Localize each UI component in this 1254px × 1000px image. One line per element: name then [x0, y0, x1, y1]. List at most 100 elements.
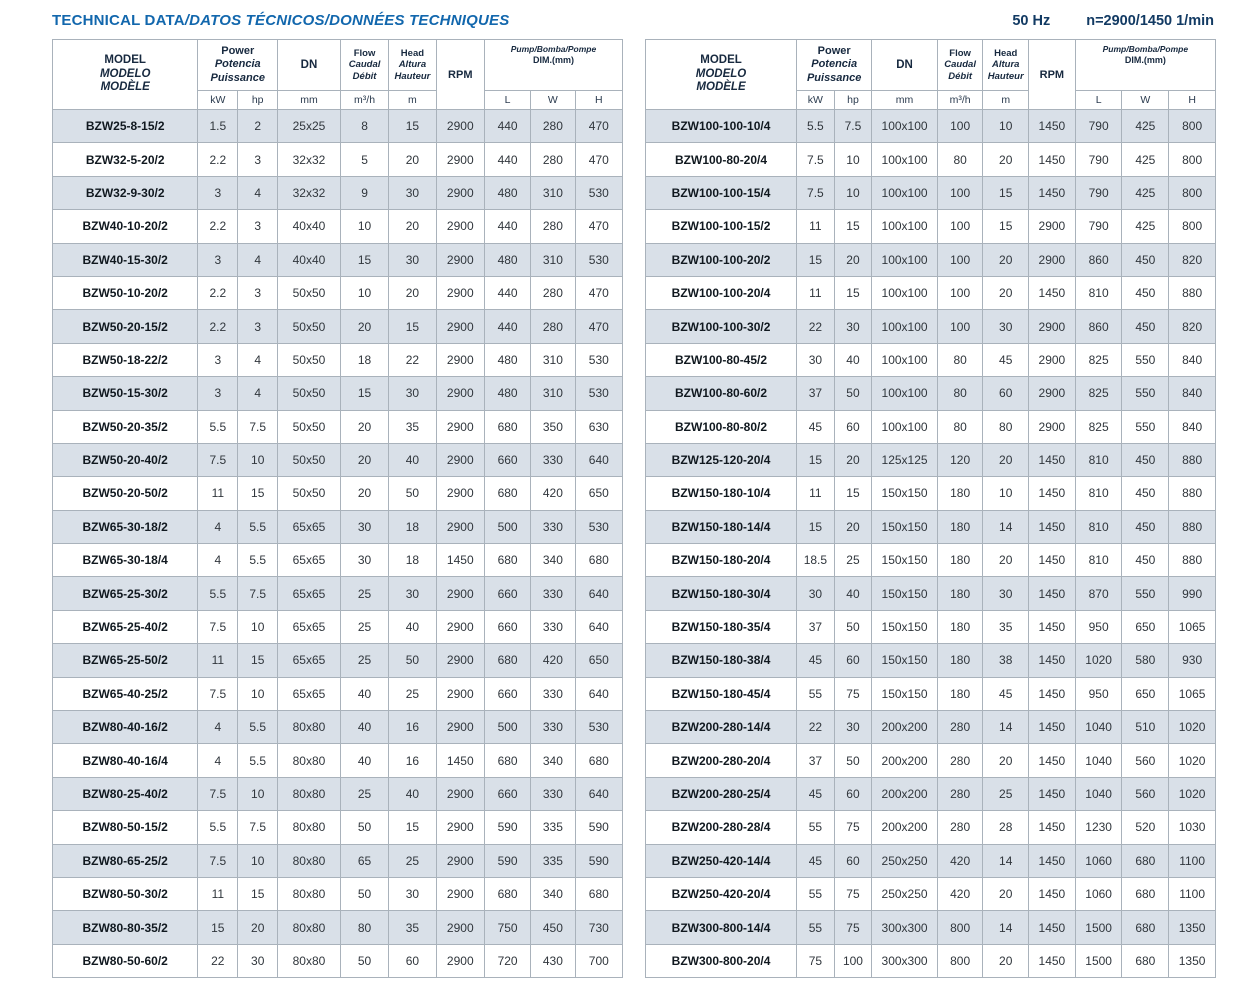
header-line: Altura — [398, 59, 427, 71]
value-cell: 2900 — [435, 943, 486, 979]
value-cell: 300x300 — [871, 943, 938, 979]
value-cell: 10 — [339, 275, 390, 311]
value-cell: 20 — [833, 442, 873, 478]
value-cell: 200x200 — [871, 710, 938, 745]
value-cell: 15 — [833, 476, 873, 511]
value-cell: 150x150 — [871, 609, 938, 645]
value-cell: 65x65 — [277, 609, 341, 645]
value-cell: 15 — [796, 242, 835, 277]
value-cell: 560 — [1121, 743, 1170, 778]
col-header-head: Head Altura Hauteur — [388, 39, 437, 91]
table-row: BZW65-25-30/2 5.5 7.5 65x65 25 30 2900 660 330 64… — [51, 576, 624, 611]
value-cell: 1450 — [1028, 876, 1076, 912]
table-row: BZW100-80-80/2 45 60 100x100 80 80 2900 825 550 8… — [644, 409, 1216, 444]
value-cell: 2.2 — [197, 275, 239, 311]
col-header-model: MODEL MODELO MODÈLE — [644, 39, 798, 110]
value-cell: 9 — [339, 175, 390, 211]
value-cell: 5.5 — [237, 543, 279, 578]
value-cell: 840 — [1168, 342, 1216, 378]
value-cell: 10 — [237, 609, 279, 645]
value-cell: 45 — [796, 409, 835, 444]
value-cell: 50x50 — [277, 476, 341, 511]
value-cell: 15 — [237, 876, 279, 912]
table-header: MODEL MODELO MODÈLE Power Potencia Puiss… — [51, 39, 624, 110]
value-cell: 100x100 — [871, 242, 938, 277]
value-cell: 420 — [530, 476, 576, 511]
value-cell: 680 — [483, 476, 532, 511]
col-header-dn: DN — [277, 39, 341, 91]
model-cell: BZW100-80-60/2 — [644, 376, 798, 411]
value-cell: 180 — [936, 543, 984, 578]
value-cell: 65x65 — [277, 509, 341, 545]
header-line: DIM.(mm) — [533, 54, 574, 65]
value-cell: 80x80 — [277, 710, 341, 745]
value-cell: 310 — [530, 342, 576, 378]
value-cell: 11 — [796, 275, 835, 311]
value-cell: 50 — [388, 476, 437, 511]
value-cell: 10 — [833, 142, 873, 177]
value-cell: 590 — [574, 810, 624, 845]
value-cell: 7.5 — [197, 776, 239, 812]
value-cell: 37 — [796, 743, 835, 778]
value-cell: 45 — [796, 643, 835, 678]
value-cell: 100x100 — [871, 409, 938, 444]
value-cell: 800 — [1168, 108, 1216, 144]
model-cell: BZW65-40-25/2 — [51, 676, 199, 712]
value-cell: 3 — [197, 342, 239, 378]
value-cell: 1450 — [1028, 743, 1076, 778]
model-cell: BZW300-800-20/4 — [644, 943, 798, 979]
value-cell: 425 — [1121, 142, 1170, 177]
value-cell: 660 — [483, 676, 532, 712]
table-body: BZW100-100-10/4 5.5 7.5 100x100 100 10 1450 790… — [644, 108, 1216, 979]
value-cell: 480 — [483, 175, 532, 211]
value-cell: 40 — [388, 609, 437, 645]
header-line: Puissance — [210, 71, 265, 84]
value-cell: 680 — [574, 876, 624, 912]
value-cell: 50 — [339, 810, 390, 845]
value-cell: 2900 — [435, 643, 486, 678]
value-cell: 65x65 — [277, 676, 341, 712]
value-cell: 5.5 — [197, 810, 239, 845]
table-row: BZW150-180-45/4 55 75 150x150 180 45 1450 950 65… — [644, 676, 1216, 712]
value-cell: 680 — [574, 743, 624, 778]
header-line: Débit — [948, 70, 972, 82]
value-cell: 810 — [1074, 442, 1123, 478]
table-row: BZW65-25-40/2 7.5 10 65x65 25 40 2900 660 330 640 — [51, 609, 624, 645]
value-cell: 790 — [1074, 209, 1123, 244]
value-cell: 820 — [1168, 242, 1216, 277]
value-cell: 50 — [833, 609, 873, 645]
value-cell: 1230 — [1074, 810, 1123, 845]
value-cell: 3 — [237, 209, 279, 244]
value-cell: 810 — [1074, 509, 1123, 545]
value-cell: 530 — [574, 242, 624, 277]
value-cell: 37 — [796, 376, 835, 411]
value-cell: 20 — [982, 242, 1030, 277]
value-cell: 15 — [982, 175, 1030, 211]
value-cell: 80 — [936, 409, 984, 444]
value-cell: 550 — [1121, 342, 1170, 378]
value-cell: 25x25 — [277, 108, 341, 144]
unit-mm: mm — [871, 90, 938, 110]
value-cell: 450 — [1121, 476, 1170, 511]
table-row: BZW40-15-30/2 3 4 40x40 15 30 2900 480 310 530 — [51, 242, 624, 277]
value-cell: 100x100 — [871, 309, 938, 344]
header-line: RPM — [448, 68, 473, 81]
value-cell: 65 — [339, 843, 390, 878]
value-cell: 590 — [483, 810, 532, 845]
value-cell: 30 — [388, 376, 437, 411]
value-cell: 65x65 — [277, 576, 341, 611]
value-cell: 15 — [796, 442, 835, 478]
model-cell: BZW150-180-20/4 — [644, 543, 798, 578]
value-cell: 2900 — [435, 309, 486, 344]
value-cell: 38 — [982, 643, 1030, 678]
value-cell: 5.5 — [197, 409, 239, 444]
value-cell: 1450 — [1028, 175, 1076, 211]
model-cell: BZW80-40-16/4 — [51, 743, 199, 778]
value-cell: 15 — [388, 309, 437, 344]
value-cell: 2.2 — [197, 309, 239, 344]
model-cell: BZW300-800-14/4 — [644, 910, 798, 945]
header-line: Head — [994, 47, 1018, 59]
col-header-model: MODEL MODELO MODÈLE — [51, 39, 199, 110]
value-cell: 880 — [1168, 476, 1216, 511]
value-cell: 200x200 — [871, 743, 938, 778]
